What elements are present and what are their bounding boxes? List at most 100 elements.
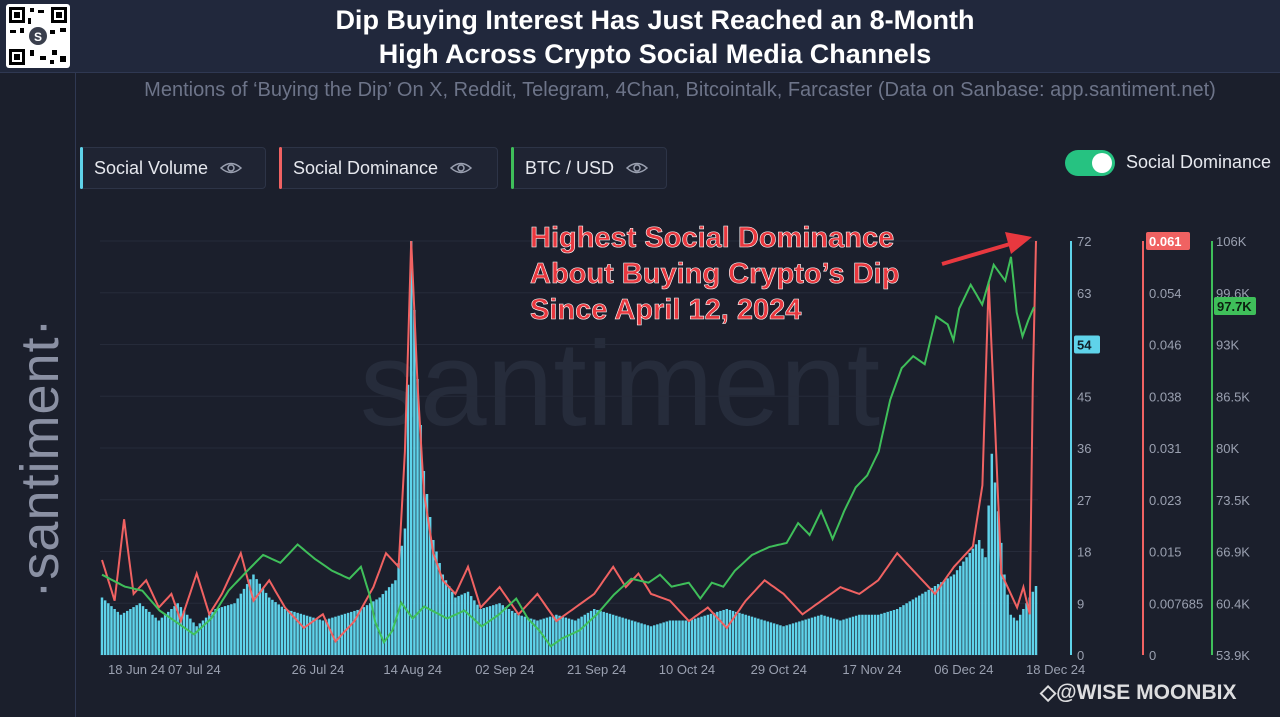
social-volume-bar bbox=[441, 574, 445, 655]
btc-usd-tick: 106K bbox=[1216, 234, 1247, 249]
social-volume-tick: 45 bbox=[1077, 389, 1091, 404]
btc-usd-tick: 53.9K bbox=[1216, 648, 1250, 663]
social-volume-bar bbox=[570, 619, 574, 655]
social-volume-bar bbox=[189, 618, 192, 655]
social-volume-bar bbox=[444, 580, 448, 655]
social-volume-bar bbox=[615, 615, 618, 655]
social-volume-bar bbox=[268, 597, 271, 655]
social-dominance-tick: 0.007685 bbox=[1149, 596, 1203, 611]
eye-icon[interactable] bbox=[220, 161, 243, 175]
social-volume-bar bbox=[520, 615, 523, 655]
social-volume-bar bbox=[122, 612, 126, 655]
social-volume-bar bbox=[236, 598, 239, 655]
social-volume-bar bbox=[630, 620, 634, 655]
annotation-arrow-head bbox=[1005, 232, 1032, 254]
social-volume-bar bbox=[731, 610, 735, 655]
social-volume-bar bbox=[757, 618, 760, 655]
social-volume-bar bbox=[949, 576, 953, 655]
legend-color-swatch bbox=[511, 147, 514, 189]
social-volume-bar bbox=[353, 610, 356, 655]
social-volume-bar bbox=[548, 616, 552, 655]
social-volume-bar bbox=[722, 609, 725, 655]
social-volume-bar bbox=[261, 588, 265, 655]
social-volume-bar bbox=[523, 616, 527, 655]
social-volume-bar bbox=[318, 619, 321, 655]
social-volume-bar bbox=[968, 552, 971, 655]
social-dominance-tick: 0.031 bbox=[1149, 441, 1182, 456]
social-volume-bar bbox=[226, 605, 230, 655]
eye-icon[interactable] bbox=[450, 161, 473, 175]
social-dominance-tick: 0.023 bbox=[1149, 493, 1182, 508]
social-volume-tick: 18 bbox=[1077, 545, 1091, 560]
social-volume-bar bbox=[113, 609, 116, 655]
santiment-brand: ·santiment· bbox=[10, 317, 70, 599]
social-volume-bar bbox=[296, 612, 299, 655]
btc-usd-tick: 60.4K bbox=[1216, 596, 1250, 611]
social-volume-bar bbox=[883, 612, 886, 655]
social-volume-bar bbox=[681, 620, 684, 655]
social-volume-bar bbox=[835, 619, 839, 655]
social-volume-bar bbox=[116, 611, 120, 655]
social-volume-bar bbox=[498, 603, 501, 655]
social-volume-bar bbox=[182, 610, 186, 655]
social-dominance-line bbox=[101, 240, 1037, 644]
social-dominance-toggle[interactable] bbox=[1065, 150, 1115, 176]
social-volume-bar bbox=[798, 621, 801, 655]
social-volume-bar bbox=[558, 615, 561, 655]
social-volume-bar bbox=[245, 584, 249, 655]
social-volume-bar bbox=[744, 614, 747, 655]
legend-btc-usd[interactable]: BTC / USD bbox=[511, 147, 667, 189]
x-axis-tick: 14 Aug 24 bbox=[383, 662, 442, 677]
social-volume-tick: 27 bbox=[1077, 493, 1091, 508]
social-volume-bar bbox=[192, 622, 195, 655]
social-volume-bar bbox=[880, 613, 883, 655]
social-volume-bar bbox=[211, 611, 214, 655]
social-volume-bar bbox=[892, 609, 896, 655]
social-volume-bar bbox=[769, 622, 773, 655]
social-volume-bar bbox=[706, 614, 710, 655]
social-volume-bar bbox=[665, 621, 669, 655]
social-volume-tick: 63 bbox=[1077, 286, 1091, 301]
social-dominance-tick: 0.038 bbox=[1149, 389, 1182, 404]
social-volume-bar bbox=[687, 620, 691, 655]
chart-subtitle: Mentions of ‘Buying the Dip’ On X, Reddi… bbox=[144, 79, 1216, 101]
social-volume-bar bbox=[290, 610, 293, 655]
social-volume-bar bbox=[725, 609, 729, 655]
eye-icon[interactable] bbox=[626, 161, 649, 175]
social-volume-bar bbox=[807, 618, 811, 655]
social-volume-bar bbox=[160, 617, 164, 655]
social-volume-bar bbox=[889, 610, 893, 655]
social-volume-bar bbox=[264, 592, 268, 655]
social-volume-bar bbox=[141, 606, 145, 655]
social-volume-bar bbox=[551, 615, 555, 655]
social-volume-bar bbox=[634, 621, 637, 655]
social-volume-bar bbox=[955, 570, 959, 655]
social-volume-bar bbox=[201, 620, 205, 655]
social-volume-bar bbox=[173, 606, 176, 655]
social-volume-bar bbox=[539, 619, 542, 655]
btc-usd-current-badge: 97.7K bbox=[1217, 299, 1252, 314]
social-volume-bar bbox=[517, 614, 520, 655]
social-volume-bar bbox=[359, 609, 362, 655]
social-volume-bar bbox=[223, 606, 227, 655]
social-volume-bar bbox=[403, 528, 407, 655]
social-volume-bar bbox=[293, 611, 296, 655]
social-volume-bar bbox=[473, 600, 476, 655]
social-volume-bar bbox=[555, 614, 558, 655]
social-volume-bar bbox=[858, 614, 861, 655]
legend-social-dominance[interactable]: Social Dominance bbox=[279, 147, 498, 189]
legend-social-volume[interactable]: Social Volume bbox=[80, 147, 266, 189]
social-volume-bar bbox=[432, 540, 435, 655]
social-volume-bar bbox=[848, 617, 852, 655]
grid bbox=[100, 240, 1038, 656]
social-volume-bar bbox=[567, 618, 571, 655]
social-volume-bar bbox=[419, 425, 422, 655]
chart-lines bbox=[101, 240, 1037, 648]
social-volume-bar bbox=[845, 618, 848, 655]
social-volume-bar bbox=[697, 617, 700, 655]
social-volume-bar bbox=[864, 614, 867, 655]
social-volume-bar bbox=[930, 587, 934, 655]
annotation-line-3: Since April 12, 2024 bbox=[530, 294, 801, 326]
social-volume-bar bbox=[356, 609, 359, 655]
social-dominance-tick: 0 bbox=[1149, 648, 1156, 663]
